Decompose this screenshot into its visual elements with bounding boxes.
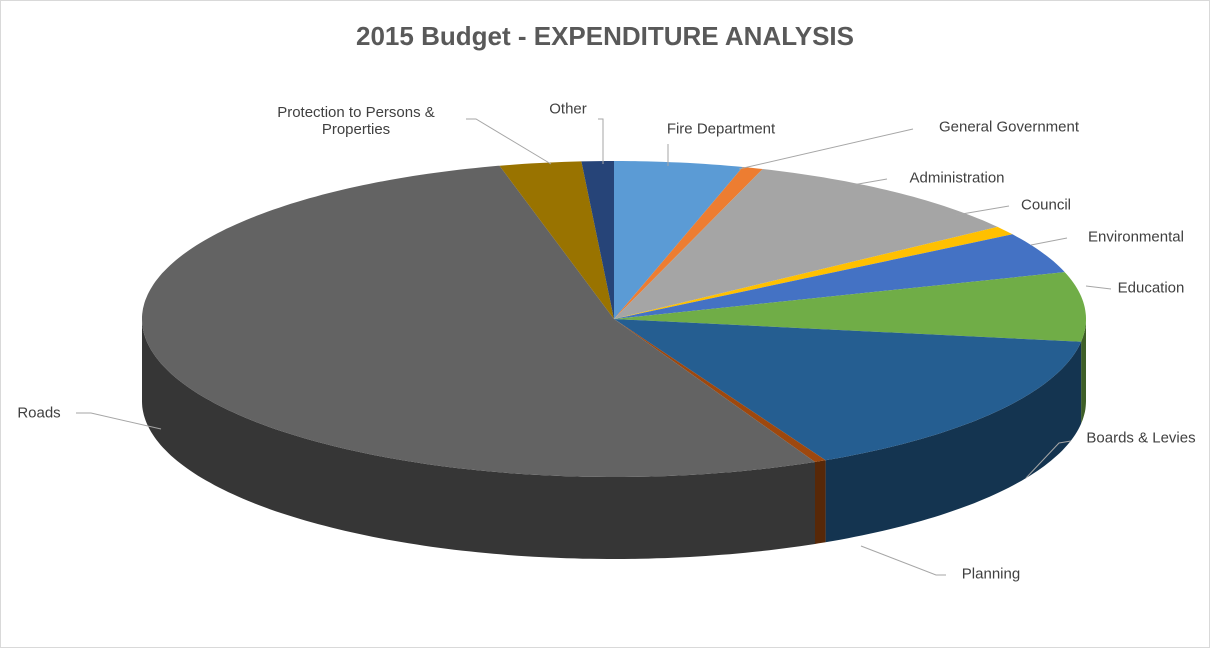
slice-side [1081, 319, 1086, 424]
slice-label: Environmental [1088, 228, 1184, 246]
slice-label: Planning [961, 565, 1021, 583]
slice [614, 167, 763, 319]
slice [581, 161, 614, 319]
slice-side [142, 319, 815, 559]
slice [614, 319, 1082, 461]
slice-label: Education [1117, 279, 1185, 297]
chart-title: 2015 Budget - EXPENDITURE ANALYSIS [356, 21, 854, 51]
slice [614, 234, 1065, 319]
slice-label: Boards & Levies [1086, 429, 1196, 447]
leader-lines [76, 118, 1112, 576]
slice-label: Roads [17, 404, 61, 422]
slice [614, 319, 826, 462]
slice-side [825, 341, 1082, 543]
slice [614, 226, 1013, 319]
slice [614, 169, 998, 319]
slice [614, 272, 1086, 342]
slice-label: General Government [938, 118, 1080, 136]
slice [499, 161, 614, 319]
slice [614, 161, 743, 319]
slice-label: Protection to Persons & Properties [277, 104, 435, 138]
slice [142, 165, 815, 477]
slice-label: Other [549, 100, 587, 118]
slice-label: Council [1020, 196, 1072, 214]
slice-side [815, 460, 826, 544]
slice-label: Administration [909, 169, 1005, 187]
slice-label: Fire Department [666, 120, 776, 138]
